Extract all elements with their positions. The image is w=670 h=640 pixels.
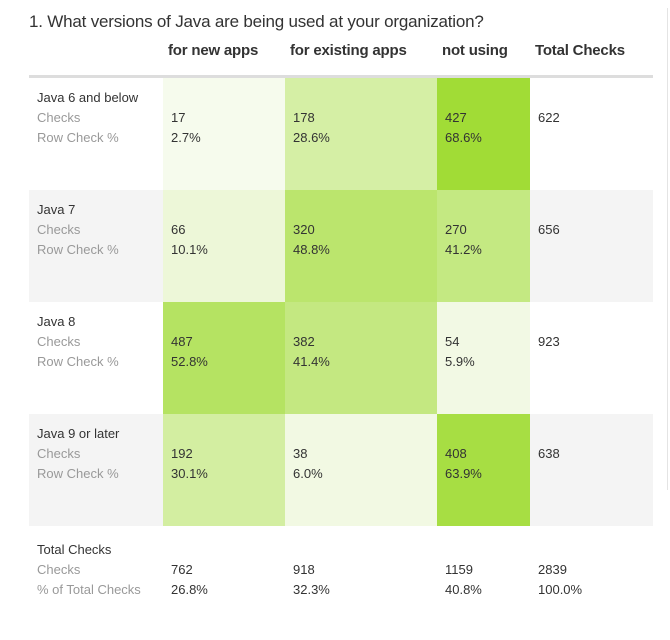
cell-checks: 192: [171, 446, 193, 461]
column-total-cell: 1159 40.8%: [437, 526, 530, 640]
row-total-cell: 656: [530, 190, 653, 302]
cell-checks: 320: [293, 222, 315, 237]
cell-pct: 2.7%: [171, 130, 201, 145]
question-title: 1. What versions of Java are being used …: [29, 12, 484, 31]
row-label-cell: Java 7 Checks Row Check %: [29, 190, 163, 302]
cell-pct: 6.0%: [293, 466, 323, 481]
row-sub-label-checks: Checks: [37, 222, 81, 237]
column-total-cell: 918 32.3%: [285, 526, 437, 640]
column-total-pct: 32.3%: [293, 582, 330, 597]
grand-total-cell: 2839 100.0%: [530, 526, 653, 640]
row-label-cell: Java 9 or later Checks Row Check %: [29, 414, 163, 526]
col-header-not-using: not using: [437, 42, 530, 78]
cell-checks: 66: [171, 222, 186, 237]
row-total: 923: [538, 334, 560, 349]
row-label-cell: Java 6 and below Checks Row Check %: [29, 77, 163, 191]
cell-checks: 408: [445, 446, 467, 461]
cell-checks: 17: [171, 110, 186, 125]
row-name: Java 9 or later: [37, 426, 120, 441]
heat-cell: 408 63.9%: [437, 414, 530, 526]
totals-sub-label-pct: % of Total Checks: [37, 582, 141, 597]
cell-checks: 54: [445, 334, 460, 349]
grand-total-pct: 100.0%: [538, 582, 583, 597]
row-name: Java 7: [37, 202, 76, 217]
header-row: for new apps for existing apps not using…: [29, 42, 653, 78]
cell-pct: 41.2%: [445, 242, 482, 257]
heat-cell: 178 28.6%: [285, 76, 437, 190]
col-header-total-checks: Total Checks: [530, 42, 653, 78]
column-total-checks: 1159: [445, 562, 473, 577]
cell-pct: 41.4%: [293, 354, 330, 369]
table-row: Java 6 and below Checks Row Check % 17 2…: [29, 76, 653, 191]
header-blank: [29, 42, 163, 78]
cell-checks: 427: [445, 110, 467, 125]
table-row: Java 9 or later Checks Row Check % 192 3…: [29, 414, 653, 526]
heat-cell: 192 30.1%: [163, 414, 285, 526]
heat-cell: 17 2.7%: [163, 76, 285, 190]
row-sub-label-checks: Checks: [37, 334, 81, 349]
heat-cell: 382 41.4%: [285, 302, 437, 414]
crosstab-table: for new apps for existing apps not using…: [29, 42, 653, 640]
row-total-cell: 923: [530, 302, 653, 414]
heat-cell: 320 48.8%: [285, 190, 437, 302]
row-total-cell: 622: [530, 77, 653, 191]
row-label-cell: Java 8 Checks Row Check %: [29, 302, 163, 414]
row-sub-label-pct: Row Check %: [37, 242, 119, 257]
col-header-new-apps: for new apps: [163, 42, 285, 78]
heat-cell: 270 41.2%: [437, 190, 530, 302]
column-total-pct: 40.8%: [445, 582, 482, 597]
heat-cell: 487 52.8%: [163, 302, 285, 414]
row-total: 622: [538, 110, 560, 125]
totals-row: Total Checks Checks % of Total Checks 76…: [29, 526, 653, 640]
cell-pct: 5.9%: [445, 354, 475, 369]
column-total-checks: 918: [293, 562, 315, 577]
heat-cell: 54 5.9%: [437, 302, 530, 414]
table-row: Java 8 Checks Row Check % 487 52.8% 382 …: [29, 302, 653, 414]
cell-pct: 30.1%: [171, 466, 208, 481]
totals-sub-label-checks: Checks: [37, 562, 81, 577]
totals-label-cell: Total Checks Checks % of Total Checks: [29, 526, 163, 640]
cell-checks: 38: [293, 446, 308, 461]
row-name: Java 8: [37, 314, 76, 329]
heat-cell: 38 6.0%: [285, 414, 437, 526]
column-total-checks: 762: [171, 562, 193, 577]
cell-checks: 382: [293, 334, 315, 349]
cell-checks: 270: [445, 222, 467, 237]
cell-checks: 178: [293, 110, 315, 125]
heat-cell: 427 68.6%: [437, 76, 530, 190]
col-header-existing-apps: for existing apps: [285, 42, 437, 78]
panel-right-border: [667, 8, 668, 490]
cell-pct: 48.8%: [293, 242, 330, 257]
column-total-cell: 762 26.8%: [163, 526, 285, 640]
table-row: Java 7 Checks Row Check % 66 10.1% 320 4…: [29, 190, 653, 302]
row-name: Java 6 and below: [37, 90, 139, 105]
cell-checks: 487: [171, 334, 193, 349]
row-total: 656: [538, 222, 560, 237]
row-total: 638: [538, 446, 560, 461]
cell-pct: 28.6%: [293, 130, 330, 145]
heat-cell: 66 10.1%: [163, 190, 285, 302]
cell-pct: 63.9%: [445, 466, 482, 481]
grand-total-checks: 2839: [538, 562, 567, 577]
totals-name: Total Checks: [37, 542, 112, 557]
row-sub-label-checks: Checks: [37, 110, 81, 125]
row-sub-label-checks: Checks: [37, 446, 81, 461]
row-total-cell: 638: [530, 414, 653, 526]
row-sub-label-pct: Row Check %: [37, 466, 119, 481]
row-sub-label-pct: Row Check %: [37, 354, 119, 369]
row-sub-label-pct: Row Check %: [37, 130, 119, 145]
cell-pct: 52.8%: [171, 354, 208, 369]
column-total-pct: 26.8%: [171, 582, 208, 597]
cell-pct: 10.1%: [171, 242, 208, 257]
cell-pct: 68.6%: [445, 130, 482, 145]
